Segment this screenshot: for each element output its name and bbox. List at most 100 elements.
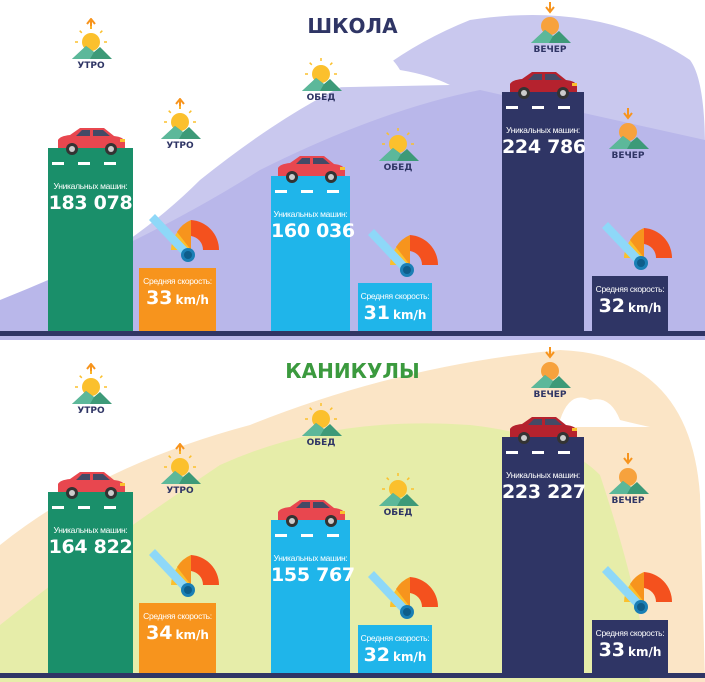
period-small-evening: ВЕЧЕР — [603, 453, 653, 507]
period-label: УТРО — [166, 486, 194, 496]
car-icon — [54, 126, 128, 156]
period-small-evening: ВЕЧЕР — [603, 108, 653, 162]
sun-evening-icon — [603, 108, 653, 150]
unique-cars-bar: Уникальных машин: 160 036 — [271, 176, 355, 333]
road-dashes — [506, 451, 580, 454]
period-label: УТРО — [77, 61, 105, 71]
sun-morning-icon — [66, 363, 116, 405]
unique-cars-value: 223 227 — [502, 481, 586, 503]
period-label: ОБЕД — [306, 438, 336, 448]
sun-noon-icon — [373, 465, 423, 507]
speedometer-icon — [360, 567, 440, 627]
speed-number: 33 — [146, 287, 173, 309]
unique-cars-value: 155 767 — [271, 564, 355, 586]
road-dashes — [506, 106, 580, 109]
speedometer-icon — [594, 218, 674, 278]
car-icon — [274, 154, 348, 184]
period-label: ОБЕД — [306, 93, 336, 103]
unique-cars-bar: Уникальных машин: 224 786 — [502, 92, 586, 333]
unique-cars-bar: Уникальных машин: 223 227 — [502, 437, 586, 675]
speed-number: 32 — [598, 295, 626, 317]
unique-cars-label: Уникальных машин: — [53, 525, 128, 535]
period-label: ОБЕД — [383, 508, 413, 518]
period-label: ОБЕД — [383, 163, 413, 173]
speedometer-icon — [141, 545, 221, 605]
road-dashes — [52, 506, 129, 509]
avg-speed-value: 33 km/h — [139, 287, 216, 312]
avg-speed-value: 33 km/h — [592, 639, 668, 664]
baseline — [0, 673, 705, 678]
panel-title: ШКОЛА — [307, 14, 398, 38]
avg-speed-value: 31 km/h — [358, 302, 432, 327]
unique-cars-label: Уникальных машин: — [273, 209, 348, 219]
sun-evening-icon — [525, 2, 575, 44]
period-label: УТРО — [166, 141, 194, 151]
period-label: ВЕЧЕР — [611, 496, 645, 506]
road-dashes — [275, 190, 346, 193]
unique-cars-label: Уникальных машин: — [273, 553, 348, 563]
avg-speed-bar: Средняя скорость: 34 km/h — [139, 603, 216, 675]
speedometer-icon — [360, 225, 440, 285]
speed-number: 33 — [598, 639, 626, 661]
sun-noon-icon — [296, 395, 346, 437]
sun-noon-icon — [373, 120, 423, 162]
period-small-noon: ОБЕД — [373, 120, 423, 174]
road-dashes — [52, 162, 129, 165]
period-big-morning: УТРО — [66, 363, 116, 417]
unique-cars-value: 160 036 — [271, 220, 355, 242]
avg-speed-bar: Средняя скорость: 33 km/h — [139, 268, 216, 333]
unique-cars-bar: Уникальных машин: 155 767 — [271, 520, 355, 675]
avg-speed-label: Средняя скорость: — [143, 276, 212, 286]
panel-title: КАНИКУЛЫ — [285, 359, 420, 383]
school-panel: ШКОЛА УТРО УТРО Уникальных машин: 183 078 Сре… — [0, 0, 705, 340]
speed-unit: km/h — [393, 650, 427, 664]
speed-number: 32 — [363, 644, 391, 666]
avg-speed-label: Средняя скорость: — [360, 633, 430, 643]
speedometer-icon — [594, 562, 674, 622]
period-label: УТРО — [77, 406, 105, 416]
car-icon — [54, 470, 128, 500]
speed-unit: km/h — [628, 645, 662, 659]
avg-speed-label: Средняя скорость: — [595, 628, 665, 638]
unique-cars-value: 164 822 — [48, 536, 133, 558]
avg-speed-value: 34 km/h — [139, 622, 216, 647]
sun-evening-icon — [603, 453, 653, 495]
avg-speed-bar: Средняя скорость: 32 km/h — [358, 625, 432, 675]
period-label: ВЕЧЕР — [611, 151, 645, 161]
period-label: ВЕЧЕР — [533, 45, 567, 55]
avg-speed-bar: Средняя скорость: 32 km/h — [592, 276, 668, 333]
car-icon — [506, 70, 580, 100]
car-icon — [506, 415, 580, 445]
unique-cars-label: Уникальных машин: — [506, 125, 580, 135]
speed-unit: km/h — [393, 308, 427, 322]
period-small-noon: ОБЕД — [373, 465, 423, 519]
period-big-morning: УТРО — [66, 18, 116, 72]
baseline — [0, 331, 705, 336]
avg-speed-label: Средняя скорость: — [143, 611, 212, 621]
road-dashes — [275, 534, 346, 537]
unique-cars-label: Уникальных машин: — [506, 470, 580, 480]
unique-cars-value: 183 078 — [48, 192, 133, 214]
period-small-morning: УТРО — [155, 98, 205, 152]
avg-speed-bar: Средняя скорость: 33 km/h — [592, 620, 668, 675]
sun-morning-icon — [66, 18, 116, 60]
unique-cars-bar: Уникальных машин: 164 822 — [48, 492, 133, 675]
period-big-noon: ОБЕД — [296, 50, 346, 104]
speed-unit: km/h — [175, 628, 209, 642]
period-big-evening: ВЕЧЕР — [525, 347, 575, 401]
holidays-panel: КАНИКУЛЫ УТРО УТРО Уникальных машин: 164 822… — [0, 345, 705, 682]
car-icon — [274, 498, 348, 528]
period-label: ВЕЧЕР — [533, 390, 567, 400]
sun-noon-icon — [296, 50, 346, 92]
speed-number: 31 — [363, 302, 391, 324]
period-big-evening: ВЕЧЕР — [525, 2, 575, 56]
unique-cars-value: 224 786 — [502, 136, 586, 158]
period-big-noon: ОБЕД — [296, 395, 346, 449]
speed-number: 34 — [146, 622, 173, 644]
speedometer-icon — [141, 210, 221, 270]
avg-speed-value: 32 km/h — [592, 295, 668, 320]
avg-speed-label: Средняя скорость: — [595, 284, 665, 294]
speed-unit: km/h — [628, 301, 662, 315]
avg-speed-label: Средняя скорость: — [360, 291, 430, 301]
avg-speed-bar: Средняя скорость: 31 km/h — [358, 283, 432, 333]
